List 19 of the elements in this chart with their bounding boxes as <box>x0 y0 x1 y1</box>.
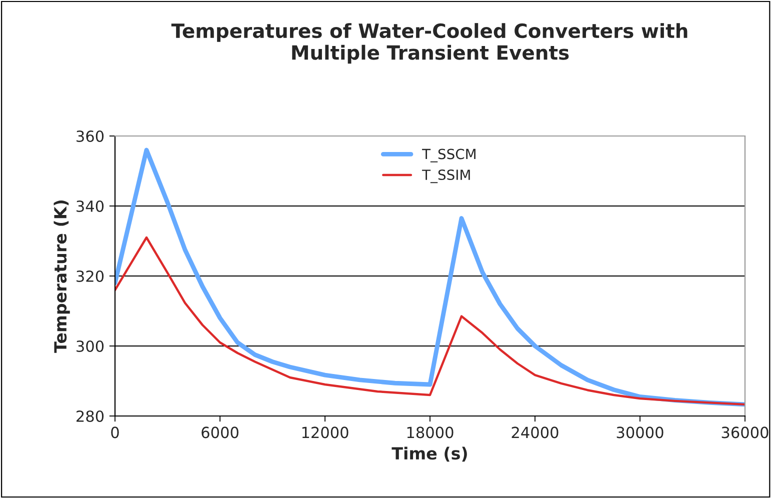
legend-label: T_SSIM <box>422 170 470 184</box>
chart-title: Temperatures of Water-Cooled Converters with Multiple Transient Events <box>171 23 688 64</box>
x-tick-label: 24000 <box>512 426 558 438</box>
y-tick-label: 300 <box>76 340 104 352</box>
x-tick-label: 18000 <box>407 426 454 438</box>
line-series <box>115 236 745 406</box>
y-tick-label: 320 <box>76 270 104 282</box>
x-tick-label: 36000 <box>722 426 768 438</box>
x-tick-label: 0 <box>111 426 119 438</box>
y-tick-label: 360 <box>76 130 104 142</box>
x-axis-title: Time (s) <box>392 446 467 462</box>
x-tick-label: 6000 <box>202 426 238 438</box>
line-series <box>115 148 745 407</box>
y-tick-label: 280 <box>76 410 104 422</box>
y-axis-title: Temperature (K) <box>54 200 70 353</box>
x-tick-label: 30000 <box>616 426 664 438</box>
y-tick-label: 340 <box>76 200 104 212</box>
legend-label: T_SSCM <box>422 148 476 162</box>
x-tick-label: 12000 <box>302 426 348 438</box>
